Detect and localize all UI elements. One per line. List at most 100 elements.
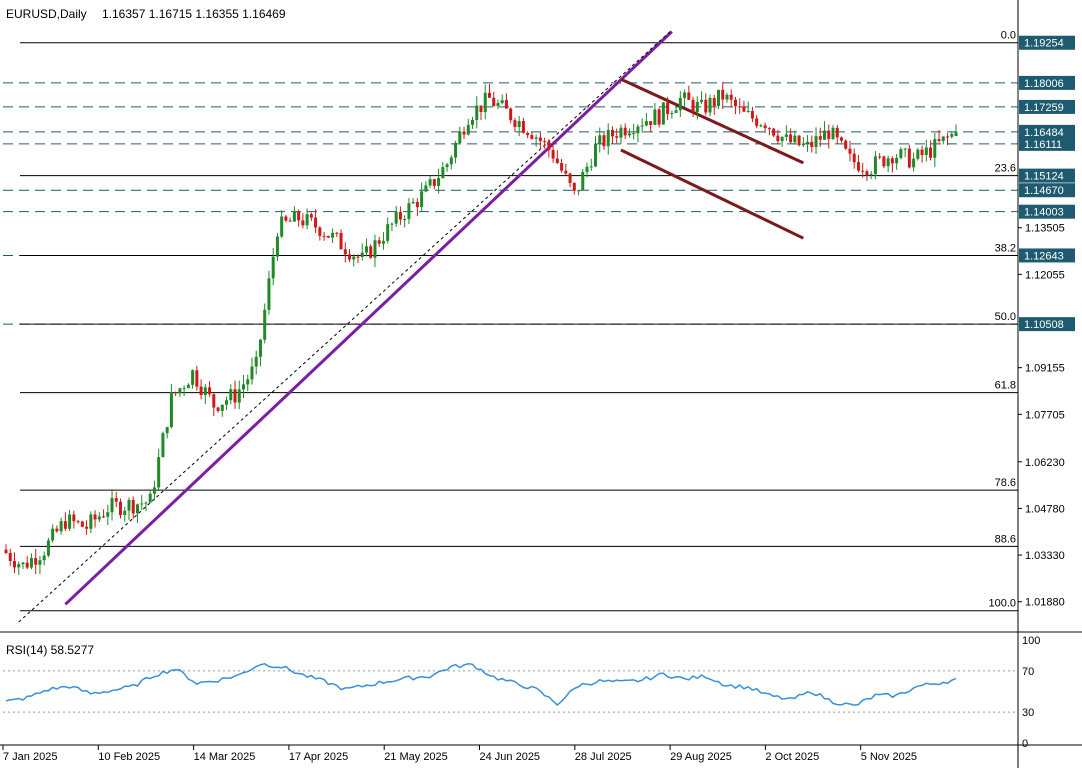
candle-body bbox=[623, 127, 627, 136]
candle-body bbox=[4, 549, 8, 554]
candle-body bbox=[38, 560, 42, 565]
price-level-badge bbox=[1019, 183, 1075, 198]
candle-body bbox=[907, 148, 911, 168]
price-level-badge bbox=[1019, 124, 1075, 139]
candle-body bbox=[46, 540, 50, 556]
candle-body bbox=[912, 158, 916, 168]
candle-body bbox=[403, 219, 407, 221]
price-level-badge-label: 1.10508 bbox=[1024, 319, 1064, 331]
candle-body bbox=[814, 136, 818, 148]
candle-body bbox=[704, 99, 708, 113]
candle-body bbox=[51, 528, 55, 541]
price-level-badge bbox=[1019, 168, 1075, 183]
candle-body bbox=[852, 153, 856, 163]
candle-body bbox=[123, 510, 127, 516]
price-level-badge-label: 1.14003 bbox=[1024, 207, 1064, 219]
candle-body bbox=[865, 171, 869, 176]
candle-body bbox=[577, 190, 581, 192]
candle-body bbox=[254, 356, 258, 367]
fib-level-label: 100.0 bbox=[988, 598, 1016, 610]
candle-body bbox=[131, 499, 135, 514]
candle-body bbox=[560, 162, 564, 171]
candle-body bbox=[687, 92, 691, 100]
candle-body bbox=[521, 121, 525, 133]
candle-body bbox=[415, 201, 419, 208]
candle-body bbox=[12, 560, 16, 568]
candle-body bbox=[420, 191, 424, 208]
candle-body bbox=[343, 249, 347, 255]
price-level-badge-label: 1.15124 bbox=[1024, 171, 1064, 183]
rsi-tick-label: 100 bbox=[1022, 635, 1040, 647]
fib-level-label: 23.6 bbox=[995, 163, 1016, 175]
candle-body bbox=[102, 516, 106, 518]
candle-body bbox=[292, 211, 296, 222]
candle-body bbox=[568, 173, 572, 183]
candle-body bbox=[929, 147, 933, 158]
price-level-badge bbox=[1019, 317, 1075, 332]
candle-body bbox=[85, 526, 89, 529]
candle-body bbox=[615, 136, 619, 138]
candle-body bbox=[547, 141, 551, 151]
price-level-badge bbox=[1019, 204, 1075, 219]
candle-body bbox=[432, 179, 436, 186]
candle-body bbox=[275, 236, 279, 257]
candle-body bbox=[496, 103, 500, 107]
candle-body bbox=[801, 143, 805, 146]
candle-body bbox=[873, 156, 877, 175]
candle-body bbox=[806, 141, 810, 144]
candle-body bbox=[373, 240, 377, 258]
candle-body bbox=[738, 106, 742, 108]
candle-body bbox=[297, 211, 301, 221]
candle-body bbox=[763, 125, 767, 129]
candle-body bbox=[135, 504, 139, 514]
candle-body bbox=[364, 246, 368, 253]
candle-body bbox=[916, 149, 920, 159]
candle-body bbox=[920, 149, 924, 155]
price-level-badge-label: 1.18006 bbox=[1024, 78, 1064, 90]
candle-body bbox=[237, 389, 241, 403]
time-axis-label: 17 Apr 2025 bbox=[289, 751, 348, 763]
candle-body bbox=[335, 232, 339, 234]
candle-body bbox=[666, 102, 670, 115]
rsi-label: RSI(14) 58.5277 bbox=[6, 643, 94, 657]
symbol-label: EURUSD,Daily bbox=[6, 7, 87, 21]
price-level-badge-label: 1.14670 bbox=[1024, 185, 1064, 197]
candle-body bbox=[34, 558, 38, 565]
time-axis-label: 10 Feb 2025 bbox=[98, 751, 160, 763]
candle-body bbox=[195, 370, 199, 387]
candle-body bbox=[386, 224, 390, 241]
candle-body bbox=[653, 109, 657, 125]
rsi-tick-label: 0 bbox=[1022, 738, 1028, 750]
candle-body bbox=[594, 143, 598, 167]
candle-body bbox=[437, 178, 441, 186]
candle-body bbox=[356, 256, 360, 258]
fib-level-label: 61.8 bbox=[995, 380, 1016, 392]
candle-body bbox=[670, 112, 674, 115]
rsi-tick-label: 30 bbox=[1022, 707, 1034, 719]
candle-body bbox=[318, 227, 322, 236]
candle-body bbox=[602, 135, 606, 147]
candle-body bbox=[848, 148, 852, 154]
price-tick-label: 1.04780 bbox=[1025, 503, 1065, 515]
candle-body bbox=[755, 118, 759, 126]
fib-level-label: 88.6 bbox=[995, 533, 1016, 545]
candle-body bbox=[76, 521, 80, 523]
candle-body bbox=[203, 387, 207, 396]
candle-body bbox=[678, 97, 682, 111]
price-level-badge-label: 1.19254 bbox=[1024, 38, 1064, 50]
price-tick-label: 1.03330 bbox=[1025, 550, 1065, 562]
candle-body bbox=[954, 132, 958, 136]
candle-body bbox=[250, 366, 254, 380]
candle-body bbox=[941, 136, 945, 141]
candle-body bbox=[823, 130, 827, 140]
time-axis-label: 14 Mar 2025 bbox=[194, 751, 256, 763]
candle-body bbox=[683, 92, 687, 98]
candle-body bbox=[454, 142, 458, 158]
candle-body bbox=[784, 134, 788, 137]
price-level-badge bbox=[1019, 35, 1075, 50]
candle-body bbox=[610, 129, 614, 137]
candle-body bbox=[68, 514, 72, 529]
candle-body bbox=[946, 136, 950, 138]
